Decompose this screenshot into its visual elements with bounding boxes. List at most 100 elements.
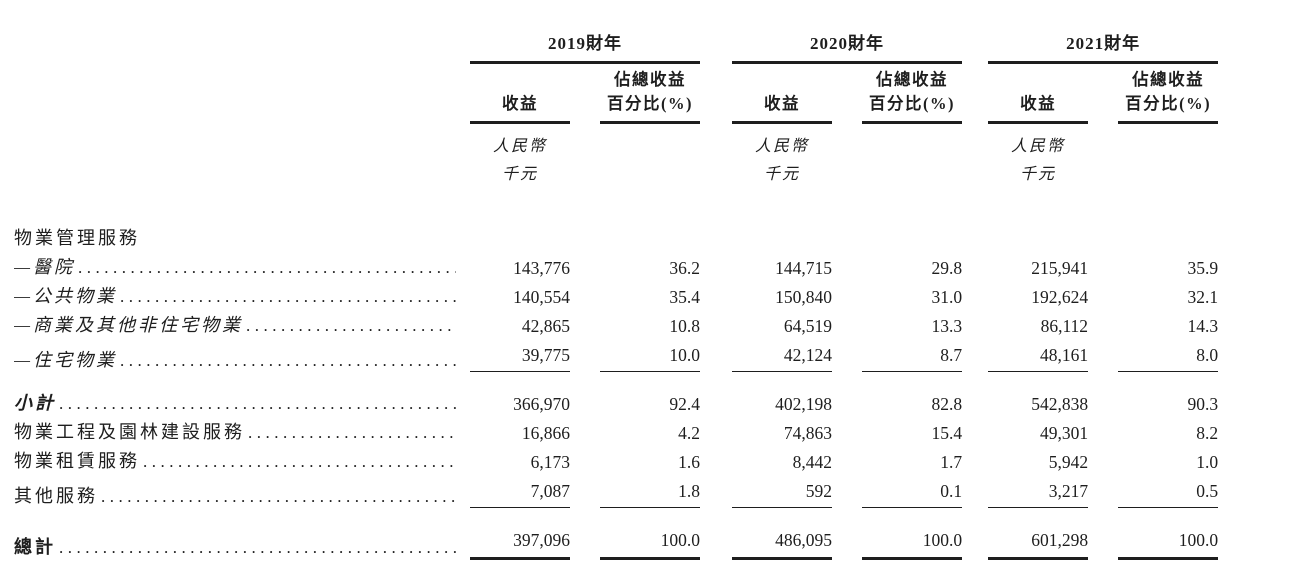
cell-percentage: 90.3 <box>1187 394 1219 414</box>
year-group-gap <box>962 508 988 559</box>
cell-revenue: 39,775 <box>470 337 570 372</box>
cell-revenue: 42,124 <box>732 337 833 372</box>
dot-leader <box>59 394 456 414</box>
table-body: 物業管理服務 —醫院 143,776 36.2 144,715 29.8 215,941 35… <box>14 221 1219 560</box>
unit-line2: 千元 <box>764 166 801 183</box>
column-gap <box>570 308 600 337</box>
column-gap <box>570 444 600 473</box>
cell-revenue: 64,519 <box>783 316 833 336</box>
row-label: 物業租賃服務 <box>14 444 470 473</box>
cell-revenue: 366,970 <box>513 394 570 414</box>
cell-revenue: 42,865 <box>521 316 570 336</box>
column-gap <box>832 372 862 416</box>
cell-revenue: 74,863 <box>783 423 833 443</box>
column-gap <box>832 279 862 308</box>
column-gap <box>832 415 862 444</box>
pct-header-line1: 佔總收益 <box>1132 70 1205 90</box>
currency-unit-2021: 人民幣 千元 <box>988 123 1088 192</box>
cell-revenue <box>988 221 1088 250</box>
row-label: —公共物業 <box>14 279 470 308</box>
label-column-header <box>14 22 470 63</box>
year-group-gap <box>962 250 988 279</box>
cell-revenue: 397,096 <box>470 507 570 560</box>
column-gap <box>1088 372 1118 416</box>
row-label-text: —住宅物業 <box>14 349 118 370</box>
cell-revenue: 143,776 <box>513 258 570 278</box>
cell-percentage: 92.4 <box>669 394 701 414</box>
table-row: 總計 397,096 100.0 486,095 100.0 601,298 100.0 <box>14 507 1219 560</box>
column-gap <box>832 250 862 279</box>
column-header-row: 收益 佔總收益 百分比(%) 收益 佔總收益 百分比(%) 收益 佔總收益 <box>14 62 1219 124</box>
year-group-gap <box>700 221 732 250</box>
cell-revenue: 3,217 <box>988 473 1089 508</box>
cell-revenue: 402,198 <box>775 394 833 414</box>
unit-row: 人民幣 千元 人民幣 千元 人民幣 千元 <box>14 123 1218 192</box>
row-label: —醫院 <box>14 250 470 279</box>
table-row: 物業工程及園林建設服務 16,866 4.2 74,863 15.4 49,301 8.2 <box>14 415 1218 444</box>
cell-percentage: 32.1 <box>1187 287 1219 307</box>
column-gap <box>1088 221 1118 250</box>
row-label-text: 總計 <box>14 536 56 557</box>
column-gap <box>570 221 600 250</box>
year-group-gap <box>700 473 732 508</box>
dot-leader <box>248 423 456 443</box>
year-group-gap <box>962 473 988 508</box>
cell-revenue: 215,941 <box>1031 258 1089 278</box>
cell-revenue: 601,298 <box>988 507 1089 560</box>
cell-percentage: 100.0 <box>1118 507 1219 560</box>
cell-percentage: 10.0 <box>600 337 701 372</box>
cell-percentage: 15.4 <box>931 423 963 443</box>
cell-revenue: 86,112 <box>1040 316 1089 336</box>
year-header-row: 2019財年 2020財年 2021財年 <box>14 22 1219 64</box>
row-label: 總計 <box>14 508 470 559</box>
column-gap <box>1088 415 1118 444</box>
cell-percentage: 35.9 <box>1187 258 1219 278</box>
column-gap <box>1088 63 1118 123</box>
cell-revenue: 144,715 <box>775 258 833 278</box>
column-gap <box>1088 444 1118 473</box>
year-group-gap <box>700 279 732 308</box>
table-row: —公共物業 140,554 35.4 150,840 31.0 192,624 32.1 <box>14 279 1218 308</box>
row-label-text: 其他服務 <box>14 485 98 506</box>
row-label: 物業管理服務 <box>14 221 470 250</box>
table-row: 小計 366,970 92.4 402,198 82.8 542,838 90.3 <box>14 372 1218 416</box>
revenue-column-header-2021: 收益 <box>988 62 1089 124</box>
column-gap <box>570 63 600 123</box>
currency-unit-2020: 人民幣 千元 <box>732 123 832 192</box>
year-group-gap <box>962 63 988 123</box>
cell-percentage: 14.3 <box>1187 316 1219 336</box>
cell-revenue <box>470 221 570 250</box>
spacer-row <box>14 191 1218 221</box>
cell-percentage: 100.0 <box>600 507 701 560</box>
year-group-gap <box>962 22 988 63</box>
cell-revenue: 49,301 <box>1039 423 1089 443</box>
table-row: —商業及其他非住宅物業 42,865 10.8 64,519 13.3 86,112 14.… <box>14 308 1218 337</box>
unit-line1: 人民幣 <box>1011 138 1066 155</box>
table-row: —醫院 143,776 36.2 144,715 29.8 215,941 35.9 <box>14 250 1218 279</box>
year-header-2021: 2021財年 <box>988 22 1219 64</box>
cell-percentage: 4.2 <box>678 423 701 443</box>
year-group-gap <box>700 372 732 416</box>
cell-percentage: 8.7 <box>862 337 963 372</box>
year-group-gap <box>962 444 988 473</box>
cell-percentage: 8.2 <box>1196 423 1219 443</box>
pct-column-header-2020: 佔總收益 百分比(%) <box>862 62 963 124</box>
cell-percentage: 13.3 <box>931 316 963 336</box>
cell-revenue: 192,624 <box>1031 287 1089 307</box>
year-group-gap <box>962 308 988 337</box>
pct-header-line2: 百分比(%) <box>607 94 694 114</box>
pct-column-header-2019: 佔總收益 百分比(%) <box>600 62 701 124</box>
cell-revenue: 7,087 <box>470 473 570 508</box>
cell-revenue: 6,173 <box>530 452 570 472</box>
year-group-gap <box>700 308 732 337</box>
dot-leader <box>143 452 456 472</box>
column-gap <box>570 473 600 508</box>
row-label: —住宅物業 <box>14 337 470 372</box>
year-group-gap <box>700 22 732 63</box>
column-gap <box>1088 508 1118 559</box>
year-group-gap <box>962 337 988 372</box>
revenue-column-header-2019: 收益 <box>470 62 570 124</box>
row-label-text: 物業工程及園林建設服務 <box>14 422 245 442</box>
unit-line2: 千元 <box>501 166 538 183</box>
